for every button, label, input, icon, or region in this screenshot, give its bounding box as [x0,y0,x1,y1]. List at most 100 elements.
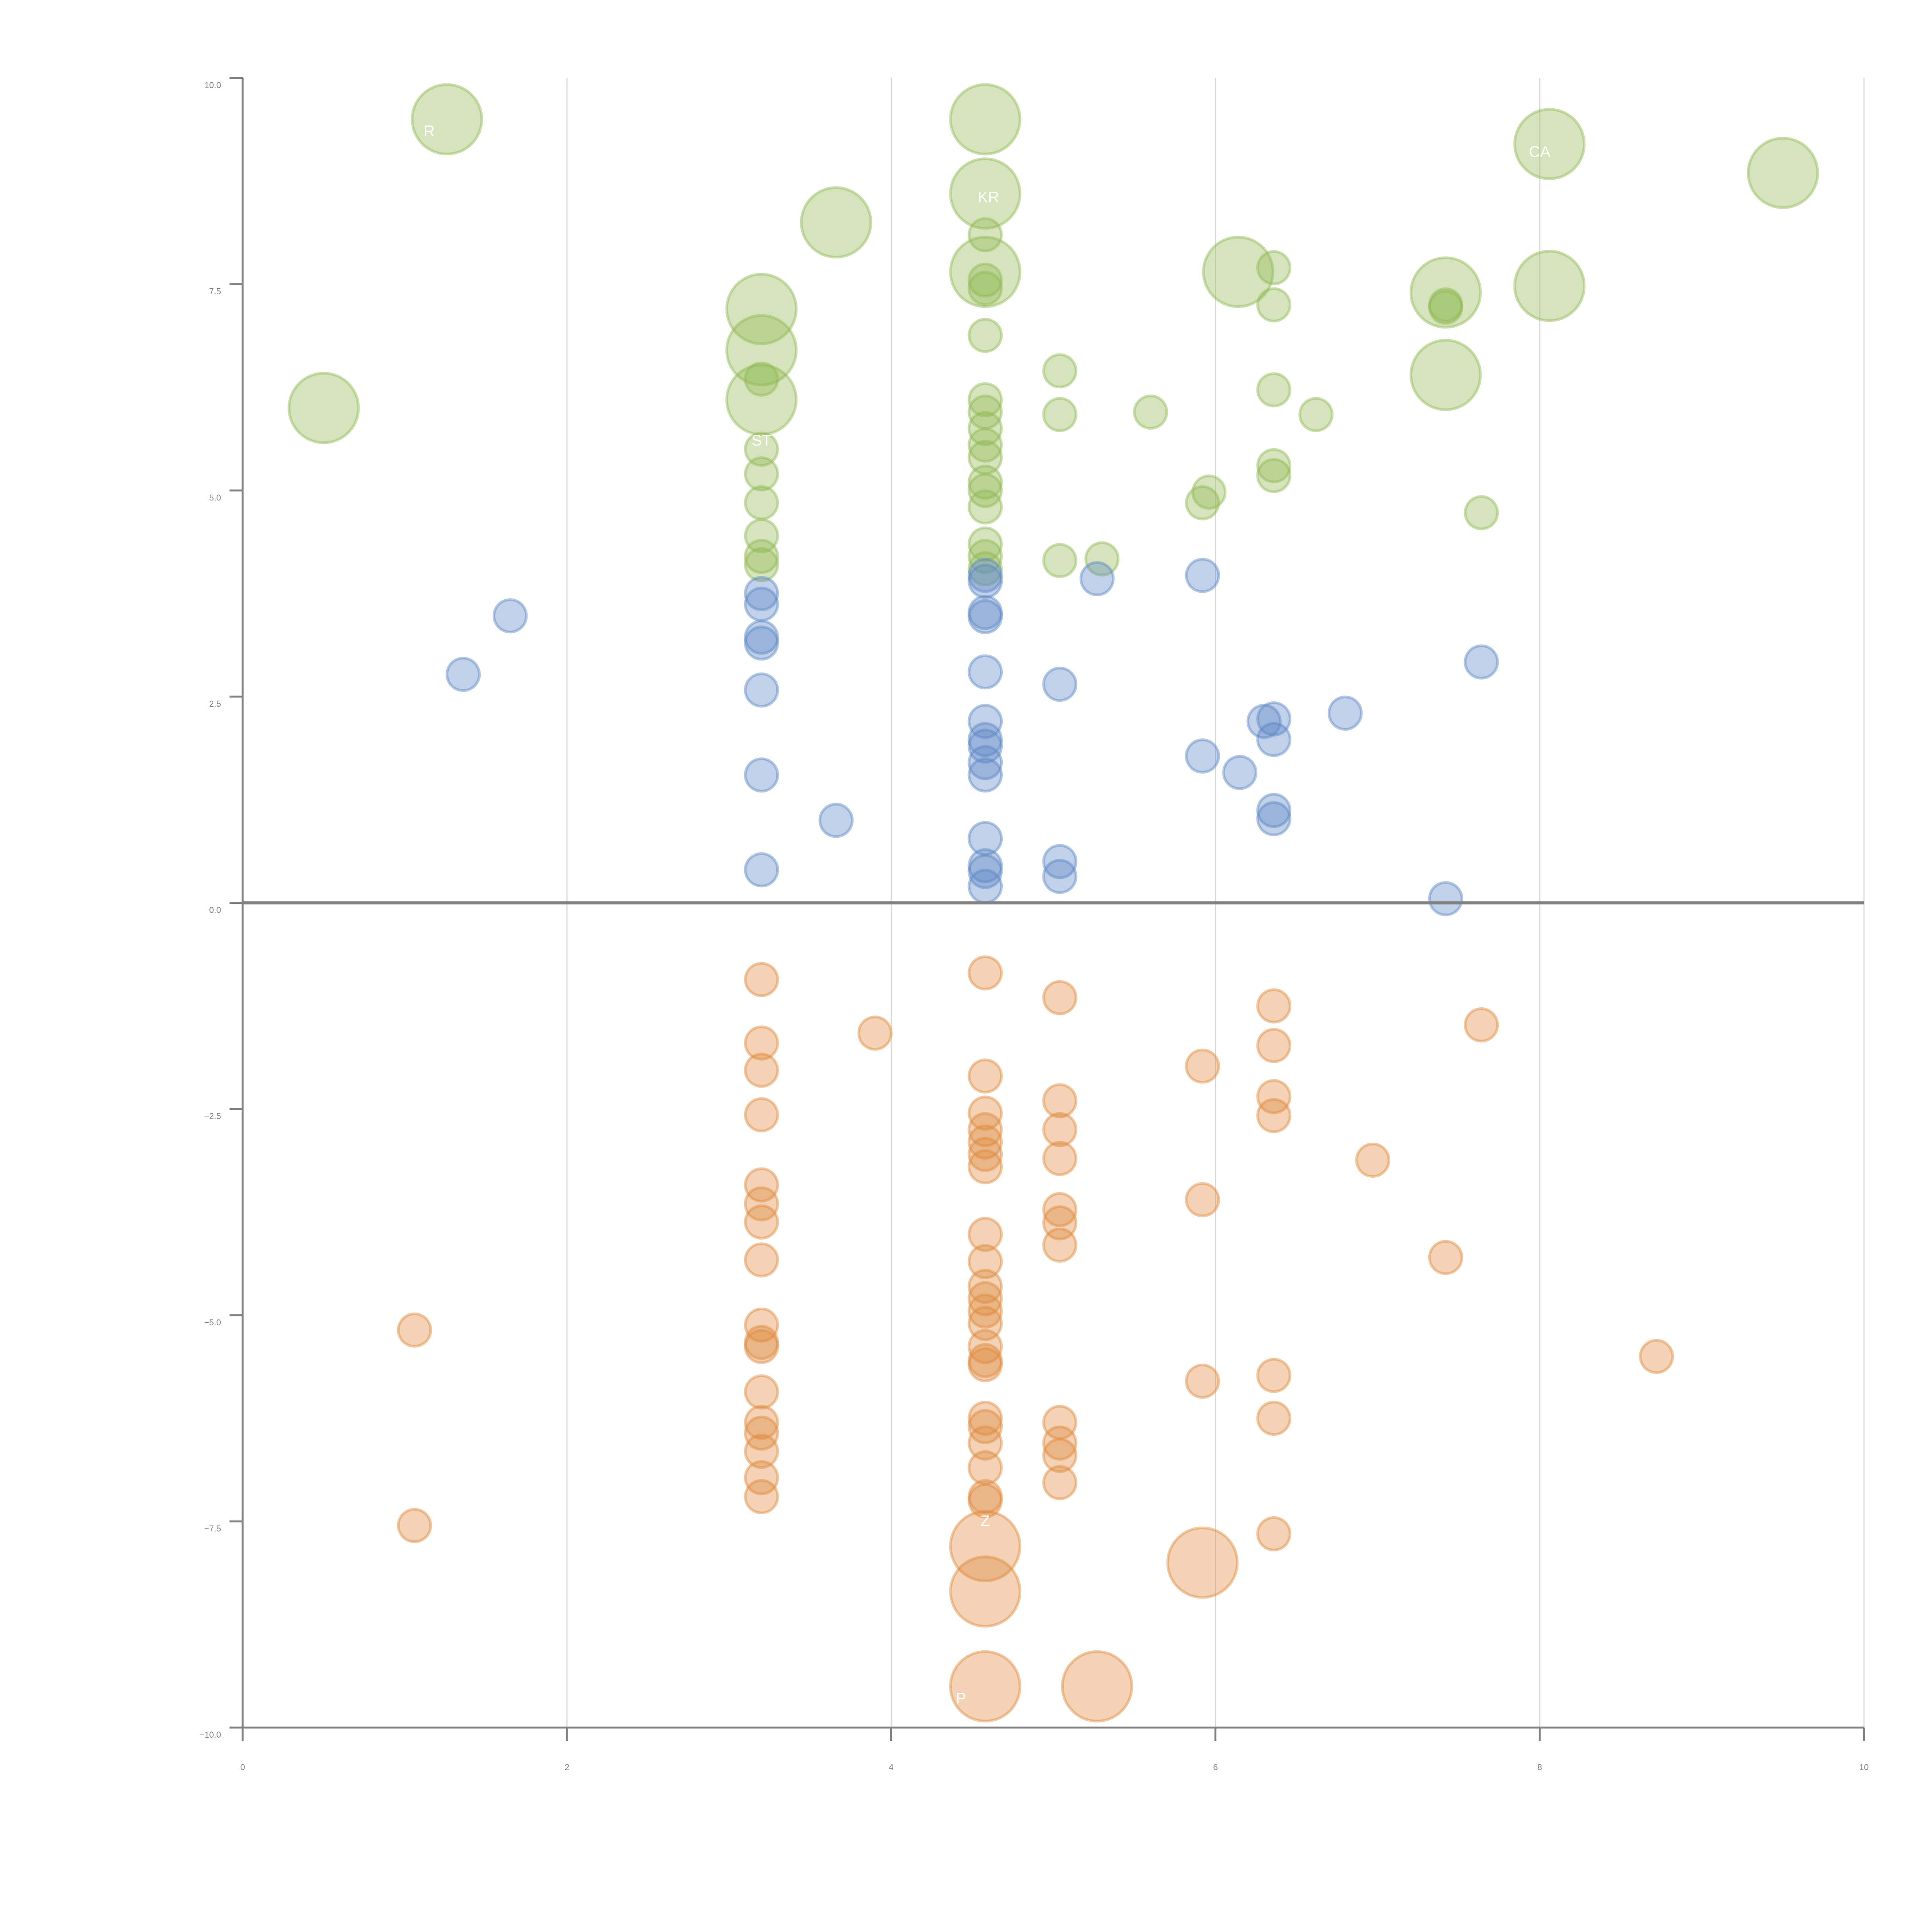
point-low-30 [968,1281,1003,1316]
point-low-19 [857,1015,893,1051]
point-low-45 [1061,1650,1133,1723]
point-high-21 [968,411,1003,446]
point-low-24 [968,1124,1003,1160]
point-low-63 [1256,1079,1292,1114]
point-mid-12 [968,595,1003,630]
point-high-10 [1409,256,1482,329]
point-low-47 [1042,980,1078,1015]
point-low-42 [949,1510,1022,1582]
point-high-12 [1513,250,1586,322]
point-low-27 [968,1217,1003,1252]
point-labels: R KR CA ST M L Z P [423,123,1551,1707]
y-tick-label: 2.5 [209,699,221,709]
point-mid-2 [744,576,779,611]
point-low-21 [968,1058,1003,1094]
point-low-65 [1256,1358,1292,1393]
point-label-2: CA [1529,143,1551,160]
point-low-31 [968,1293,1003,1329]
point-mid-29 [1185,738,1220,774]
point-high-15 [968,217,1003,253]
point-high-36 [744,547,779,582]
point-low-8 [744,1204,779,1240]
point-high-20 [968,394,1003,430]
point-mid-22 [968,854,1003,889]
point-high-11 [1409,338,1482,411]
point-low-15 [744,1415,779,1451]
point-high-33 [744,485,779,520]
point-low-0 [397,1312,432,1348]
point-high-39 [1042,543,1078,578]
y-tick-label: 10.0 [204,80,221,90]
point-high-2 [800,186,872,259]
point-low-51 [1042,1192,1078,1228]
y-tick-label: −2.5 [204,1111,221,1121]
point-mid-8 [744,852,779,888]
point-mid-13 [968,599,1003,634]
point-low-16 [744,1434,779,1469]
point-low-2 [744,962,779,997]
y-tick-label: 0.0 [209,905,221,915]
point-mid-21 [968,848,1003,883]
point-mid-16 [968,722,1003,757]
point-low-46 [1166,1526,1239,1599]
x-tick-label: 2 [565,1762,569,1772]
point-mid-25 [1042,844,1078,879]
point-mid-35 [1256,801,1292,837]
point-low-37 [968,1409,1003,1444]
point-high-40 [1084,541,1120,577]
point-high-19 [968,382,1003,417]
x-ticks: 0 2 4 6 8 10 [240,1728,1869,1772]
point-mid-20 [968,821,1003,856]
point-high-42 [1185,485,1220,520]
point-low-1 [397,1508,432,1543]
point-low-41 [968,1483,1003,1519]
point-low-59 [1185,1182,1220,1218]
point-high-23 [968,440,1003,475]
point-low-61 [1256,988,1292,1024]
point-low-54 [1042,1405,1078,1440]
point-low-64 [1256,1098,1292,1133]
point-mid-27 [1079,561,1115,597]
point-mid-18 [968,745,1003,781]
point-low-18 [744,1479,779,1514]
point-low-38 [968,1425,1003,1461]
point-high-48 [1256,458,1292,493]
point-low-71 [1639,1338,1674,1374]
point-low-11 [744,1325,779,1360]
y-ticks: −10.0 −7.5 −5.0 −2.5 0.0 2.5 5.0 7.5 10.0 [199,77,243,1740]
point-low-55 [1042,1425,1078,1461]
data-points [287,83,1819,1723]
point-low-39 [968,1450,1003,1486]
point-low-9 [744,1242,779,1278]
x-tick-label: 4 [889,1762,893,1772]
point-high-22 [968,427,1003,463]
point-mid-32 [1256,701,1292,737]
x-tick-label: 0 [240,1762,245,1772]
point-high-47 [1256,448,1292,483]
point-mid-37 [1428,881,1463,917]
point-low-68 [1355,1142,1391,1178]
point-mid-26 [1042,859,1078,894]
point-high-0 [411,83,483,156]
point-high-5 [949,236,1022,308]
point-high-25 [968,473,1003,508]
point-low-23 [968,1112,1003,1147]
point-mid-3 [744,587,779,622]
point-high-17 [968,270,1003,306]
point-low-49 [1042,1112,1078,1147]
point-low-57 [1042,1465,1078,1500]
point-label-7: P [956,1690,966,1707]
point-low-26 [968,1149,1003,1185]
y-tick-label: −10.0 [199,1730,221,1740]
point-label-6: Z [981,1512,990,1529]
point-low-6 [744,1167,779,1202]
point-high-34 [744,518,779,554]
point-low-3 [744,1025,779,1061]
point-high-29 [968,551,1003,587]
point-low-14 [744,1405,779,1440]
point-high-8 [725,363,798,436]
y-tick-label: −5.0 [204,1318,221,1327]
point-mid-1 [492,598,528,634]
point-mid-28 [1185,558,1220,593]
point-low-58 [1185,1048,1220,1084]
